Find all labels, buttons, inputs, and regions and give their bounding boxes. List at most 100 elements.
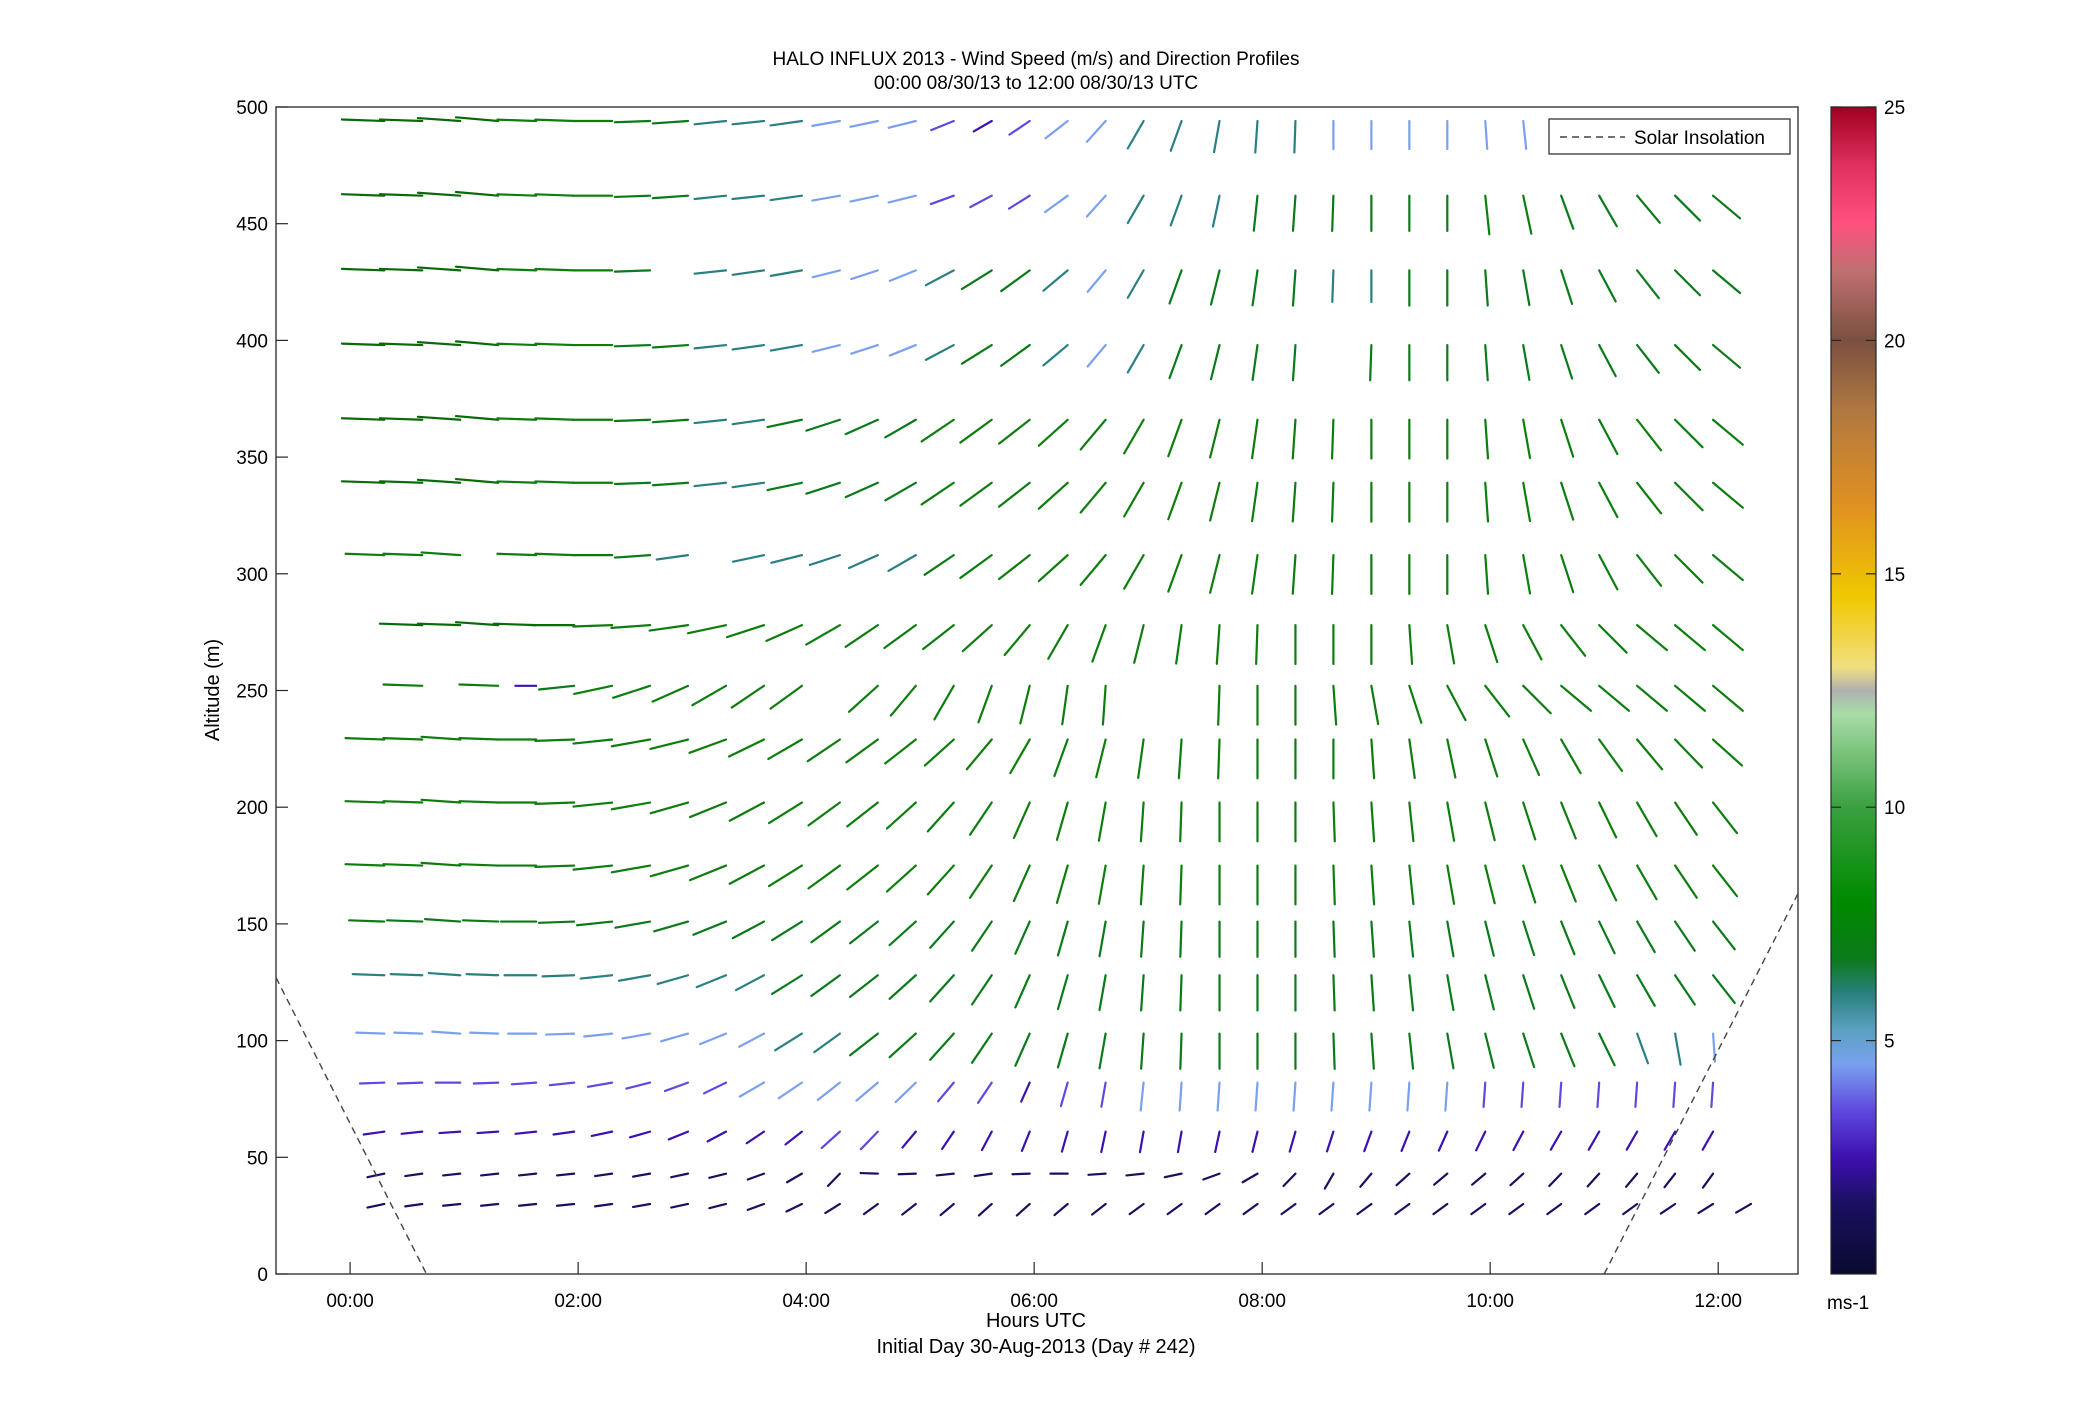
wind-vector [970, 974, 993, 1006]
wind-vector [1636, 418, 1663, 452]
wind-vector [770, 974, 804, 996]
wind-vector [461, 919, 500, 923]
wind-vector [1166, 1202, 1183, 1216]
wind-vector [1484, 1032, 1495, 1069]
wind-vector [1484, 624, 1499, 664]
wind-vector [427, 971, 462, 977]
wind-vector [1079, 481, 1107, 514]
wind-vector [1598, 684, 1630, 712]
wind-vector [479, 1202, 500, 1207]
wind-vector [998, 481, 1031, 508]
wind-vector [1140, 974, 1145, 1012]
wind-vector [1596, 1081, 1601, 1109]
wind-vector [887, 194, 917, 204]
wind-vector [1701, 1172, 1715, 1189]
wind-vector [1251, 343, 1259, 382]
wind-vector [1175, 624, 1183, 665]
wind-vector [1408, 624, 1414, 665]
wind-vector [1037, 481, 1069, 510]
wind-vector [888, 1032, 917, 1059]
wind-vector [923, 738, 955, 767]
wind-vector [1598, 481, 1619, 519]
wind-vector [517, 1202, 538, 1207]
wind-vector [1250, 554, 1259, 595]
wind-vector [1484, 343, 1489, 382]
wind-vector [1471, 1172, 1487, 1186]
wind-vector [1254, 119, 1259, 154]
wind-vector [849, 194, 879, 203]
wind-vector [1673, 738, 1704, 769]
wind-vector [1209, 269, 1221, 306]
wind-vector [806, 738, 841, 763]
wind-vector [929, 974, 955, 1003]
wind-vector [1673, 684, 1706, 712]
wind-vector [1370, 974, 1375, 1012]
wind-vector [393, 1031, 424, 1035]
wind-vector [572, 864, 614, 871]
wind-vector [691, 684, 728, 707]
wind-vector [617, 974, 652, 982]
wind-vector [454, 340, 500, 347]
wind-vector [537, 920, 576, 924]
wind-vector [1056, 920, 1069, 957]
wind-vector [1020, 1081, 1031, 1103]
wind-vector [859, 1130, 879, 1151]
wind-vector [1061, 684, 1069, 726]
wind-vector [458, 737, 500, 741]
wind-vector [340, 417, 386, 421]
wind-vector [610, 801, 652, 811]
wind-vector [534, 801, 576, 805]
wind-vector [1214, 1130, 1221, 1154]
wind-vector [1330, 481, 1335, 523]
wind-vector [785, 1202, 804, 1213]
wind-vector [1522, 801, 1537, 841]
wind-vector [416, 622, 462, 627]
wind-vector [1209, 481, 1221, 522]
wind-vector [1125, 1172, 1145, 1177]
wind-vector [1168, 269, 1183, 305]
wind-vector [424, 918, 462, 923]
wind-vector [1522, 269, 1531, 307]
wind-vector [382, 683, 424, 687]
wind-vector [1520, 1081, 1525, 1109]
wind-vector [1044, 119, 1069, 140]
wind-vector [454, 621, 500, 627]
wind-vector [579, 974, 614, 980]
x-tick-label: 00:00 [326, 1291, 374, 1312]
wind-vector [746, 1202, 766, 1211]
wind-vector [378, 193, 424, 197]
wind-vector [785, 1172, 804, 1184]
wind-vector [1014, 920, 1031, 955]
wind-vector [1634, 1081, 1639, 1109]
wind-vector [1060, 1130, 1069, 1153]
wind-vector [1370, 1032, 1375, 1070]
wind-vector [496, 552, 538, 557]
wind-vector [998, 554, 1031, 581]
wind-vector [1587, 1130, 1601, 1151]
wind-vector [1168, 343, 1183, 380]
wind-vector [1408, 864, 1415, 906]
wind-vector [610, 864, 652, 874]
wind-vector [1548, 1172, 1563, 1188]
wind-vector [1086, 269, 1107, 293]
wind-vector [1560, 269, 1574, 305]
colorbar: 5 10 15 20 25 ms-1 [1827, 98, 1905, 1314]
wind-vector [767, 738, 804, 761]
wind-vector [728, 864, 766, 885]
wind-vector [1100, 1130, 1107, 1154]
wind-vector [1624, 1172, 1639, 1188]
wind-vector [844, 418, 879, 436]
wind-vectors [340, 116, 1753, 1217]
wind-vector [496, 193, 538, 197]
wind-vector [1711, 864, 1739, 898]
wind-vector [1101, 684, 1107, 726]
wind-vector [572, 738, 614, 745]
wind-vector [1522, 418, 1532, 460]
wind-vector [1484, 801, 1496, 842]
wind-vector [1291, 194, 1297, 232]
wind-vector [1432, 1202, 1449, 1216]
wind-vector [850, 343, 879, 355]
wind-vector [1126, 343, 1145, 374]
wind-vector [738, 1032, 766, 1048]
wind-vector [1003, 624, 1031, 656]
